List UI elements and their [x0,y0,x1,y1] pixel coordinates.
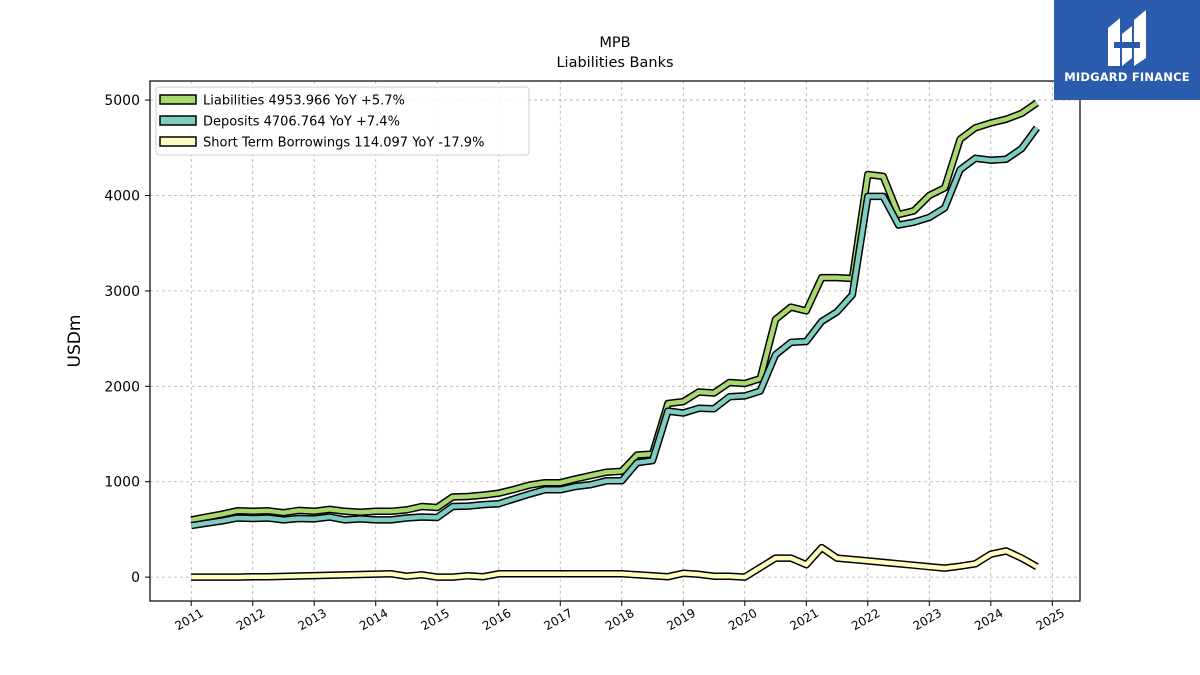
series-group [190,99,1040,581]
series-outline-deposits [190,125,1040,530]
x-tick-label: 2014 [357,606,390,633]
chart-subtitle: Liabilities Banks [556,55,673,71]
legend-label-deposits: Deposits 4706.764 YoY +7.4% [203,115,400,130]
x-tick-label: 2011 [172,606,205,633]
x-tick-label: 2012 [234,606,267,633]
legend-swatch-liabilities [159,94,197,105]
x-tick-label: 2020 [726,606,759,633]
y-tick-label: 5000 [104,93,140,109]
legend-label-liabilities: Liabilities 4953.966 YoY +5.7% [203,94,405,109]
legend-swatch-short-term-borrowings [159,136,197,147]
x-tick-label: 2024 [972,606,1005,633]
legend-box [155,86,530,156]
x-tick-label: 2016 [480,606,513,633]
x-tick-label: 2017 [542,606,575,633]
brand-logo: MIDGARD FINANCE [1054,0,1200,100]
series-line-deposits [190,126,1039,528]
x-tick-label: 2019 [665,606,698,633]
series-line-short-term-borrowings [191,545,1039,580]
x-tick-label: 2025 [1034,606,1067,633]
x-tick-label: 2023 [911,606,944,633]
y-tick-label: 4000 [104,188,140,204]
y-tick-label: 3000 [104,284,140,300]
legend-label-short-term-borrowings: Short Term Borrowings 114.097 YoY -17.9% [203,136,484,151]
legend-swatch-deposits [159,115,197,126]
y-tick-label: 2000 [104,379,140,395]
logo-text: MIDGARD FINANCE [1064,70,1190,84]
y-axis-label: USDm [65,315,85,368]
x-tick-label: 2021 [788,606,821,633]
y-tick-label: 1000 [104,475,140,491]
y-tick-label: 0 [131,570,140,586]
legend: Liabilities 4953.966 YoY +5.7% Deposits 4… [155,86,530,156]
x-tick-label: 2022 [849,606,882,633]
x-tick-label: 2018 [603,606,636,633]
x-tick-label: 2015 [419,606,452,633]
series-outline-liabilities [190,99,1040,524]
series-line-liabilities [190,101,1039,523]
axis-ticks: 2011 2012 2013 2014 2015 2016 2017 2018 2019 2020… [104,93,1067,633]
plot-frame [149,80,1081,602]
x-tick-label: 2013 [295,606,328,633]
chart-title: MPB [599,35,630,51]
logo-mark-icon [1108,10,1146,66]
